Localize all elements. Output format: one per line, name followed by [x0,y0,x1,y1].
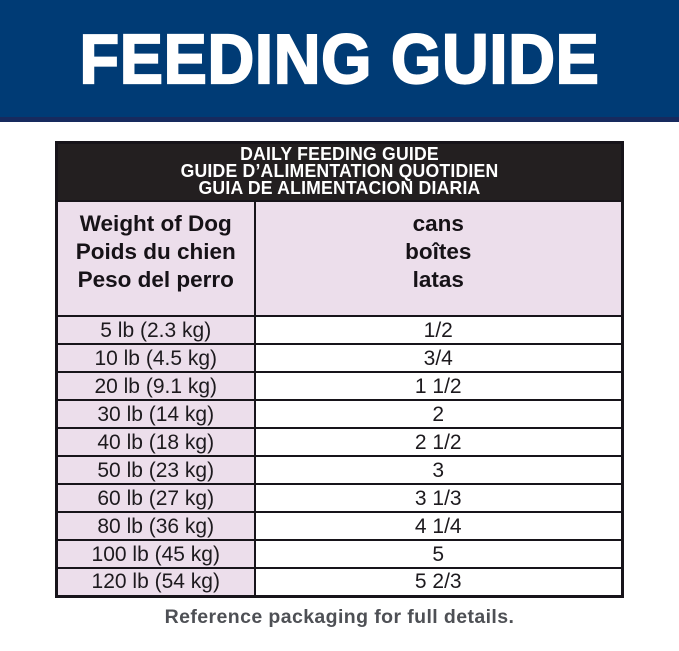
weight-cell: 80 lb (36 kg) [55,511,256,541]
cans-cell: 2 1/2 [253,427,624,457]
weight-header-en: Weight of Dog [79,211,232,236]
footer-note: Reference packaging for full details. [164,605,515,628]
table-row: 10 lb (4.5 kg) 3/4 [55,343,624,373]
table-row: 120 lb (54 kg) 5 2/3 [55,567,624,597]
feeding-guide-title: FEEDING GUIDE [78,19,600,98]
weight-cell: 20 lb (9.1 kg) [55,371,256,401]
table-title-en: DAILY FEEDING GUIDE [240,144,439,164]
table-row: 30 lb (14 kg) 2 [55,399,624,429]
cans-cell: 1/2 [253,315,624,345]
column-header-cans: cans boîtes latas [253,200,624,317]
cans-cell: 5 2/3 [253,567,624,597]
weight-header-es: Peso del perro [77,267,234,292]
cans-cell: 5 [253,539,624,569]
weight-cell: 50 lb (23 kg) [55,455,256,485]
table-row: 60 lb (27 kg) 3 1/3 [55,483,624,513]
table-title-cell: DAILY FEEDING GUIDE GUIDE D’ALIMENTATION… [55,141,624,202]
table-row: 5 lb (2.3 kg) 1/2 [55,315,624,345]
cans-header-fr: boîtes [405,239,472,264]
weight-cell: 100 lb (45 kg) [55,539,256,569]
cans-header-en: cans [412,211,464,236]
cans-header-es: latas [412,267,464,292]
table-title-es: GUIA DE ALIMENTACION DIARIA [198,178,481,198]
weight-cell: 5 lb (2.3 kg) [55,315,256,345]
cans-cell: 1 1/2 [253,371,624,401]
column-header-row: Weight of Dog Poids du chien Peso del pe… [55,200,624,317]
weight-cell: 120 lb (54 kg) [55,567,256,597]
weight-header-fr: Poids du chien [75,239,236,264]
cans-cell: 2 [253,399,624,429]
column-header-weight: Weight of Dog Poids du chien Peso del pe… [55,200,256,317]
cans-cell: 3 1/3 [253,483,624,513]
table-row: 80 lb (36 kg) 4 1/4 [55,511,624,541]
daily-feeding-table: DAILY FEEDING GUIDE GUIDE D’ALIMENTATION… [55,141,624,598]
table-row: 100 lb (45 kg) 5 [55,539,624,569]
weight-cell: 40 lb (18 kg) [55,427,256,457]
weight-cell: 30 lb (14 kg) [55,399,256,429]
feeding-guide-banner: FEEDING GUIDE [0,0,679,122]
cans-cell: 3/4 [253,343,624,373]
cans-cell: 4 1/4 [253,511,624,541]
table-title-row: DAILY FEEDING GUIDE GUIDE D’ALIMENTATION… [55,141,624,202]
weight-cell: 10 lb (4.5 kg) [55,343,256,373]
feeding-table-body: 5 lb (2.3 kg) 1/2 10 lb (4.5 kg) 3/4 20 … [55,315,624,597]
table-title-fr: GUIDE D’ALIMENTATION QUOTIDIEN [180,161,499,181]
table-row: 20 lb (9.1 kg) 1 1/2 [55,371,624,401]
feeding-table-container: DAILY FEEDING GUIDE GUIDE D’ALIMENTATION… [55,141,624,598]
table-row: 50 lb (23 kg) 3 [55,455,624,485]
cans-cell: 3 [253,455,624,485]
weight-cell: 60 lb (27 kg) [55,483,256,513]
table-row: 40 lb (18 kg) 2 1/2 [55,427,624,457]
